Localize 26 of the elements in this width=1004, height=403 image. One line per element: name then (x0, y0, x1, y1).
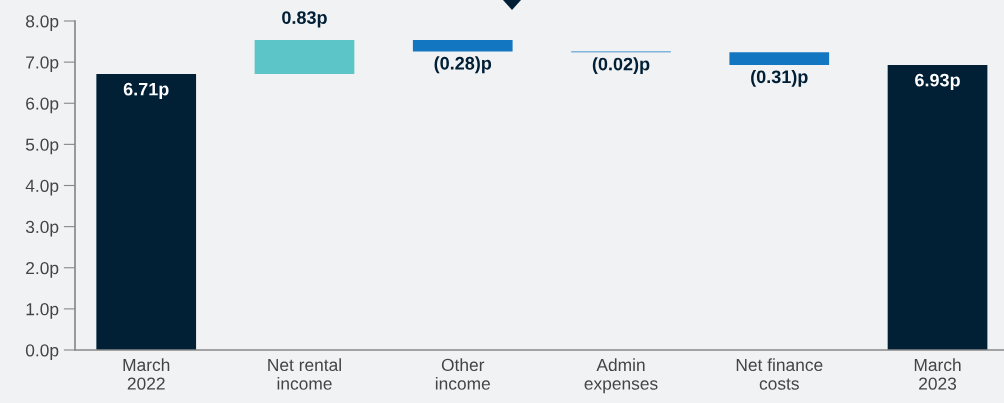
y-tick-label: 4.0p (25, 179, 59, 196)
data-label: 6.71p (123, 82, 169, 100)
data-label: (0.02)p (592, 57, 650, 75)
y-tick-label: 6.0p (26, 97, 59, 114)
x-tick-label: Admin expenses (584, 358, 658, 394)
y-tick-label: 7.0p (26, 56, 59, 73)
bar (412, 39, 513, 52)
data-label: 6.93p (915, 73, 960, 91)
y-tick-label: 5.0p (25, 138, 59, 155)
y-tick-label: 2.0p (26, 261, 59, 278)
x-tick-label: Net rental income (268, 358, 341, 390)
y-tick-label: 8.0p (26, 15, 59, 31)
bar (254, 39, 355, 75)
bar (96, 74, 197, 350)
x-tick-label: Other income (435, 358, 490, 390)
bar (887, 65, 988, 350)
x-tick-label: March 2023 (914, 358, 961, 390)
x-tick-label: March 2022 (123, 358, 170, 390)
data-label: (0.31)p (751, 69, 808, 87)
x-tick-label: Net finance costs (736, 358, 823, 390)
y-tick-label: 1.0p (26, 303, 59, 319)
bar (729, 52, 830, 65)
data-label: (0.28)p (434, 56, 492, 74)
data-label: 0.83p (282, 11, 327, 28)
y-tick-label: 0.0p (25, 344, 59, 360)
y-tick-label: 3.0p (25, 220, 59, 237)
